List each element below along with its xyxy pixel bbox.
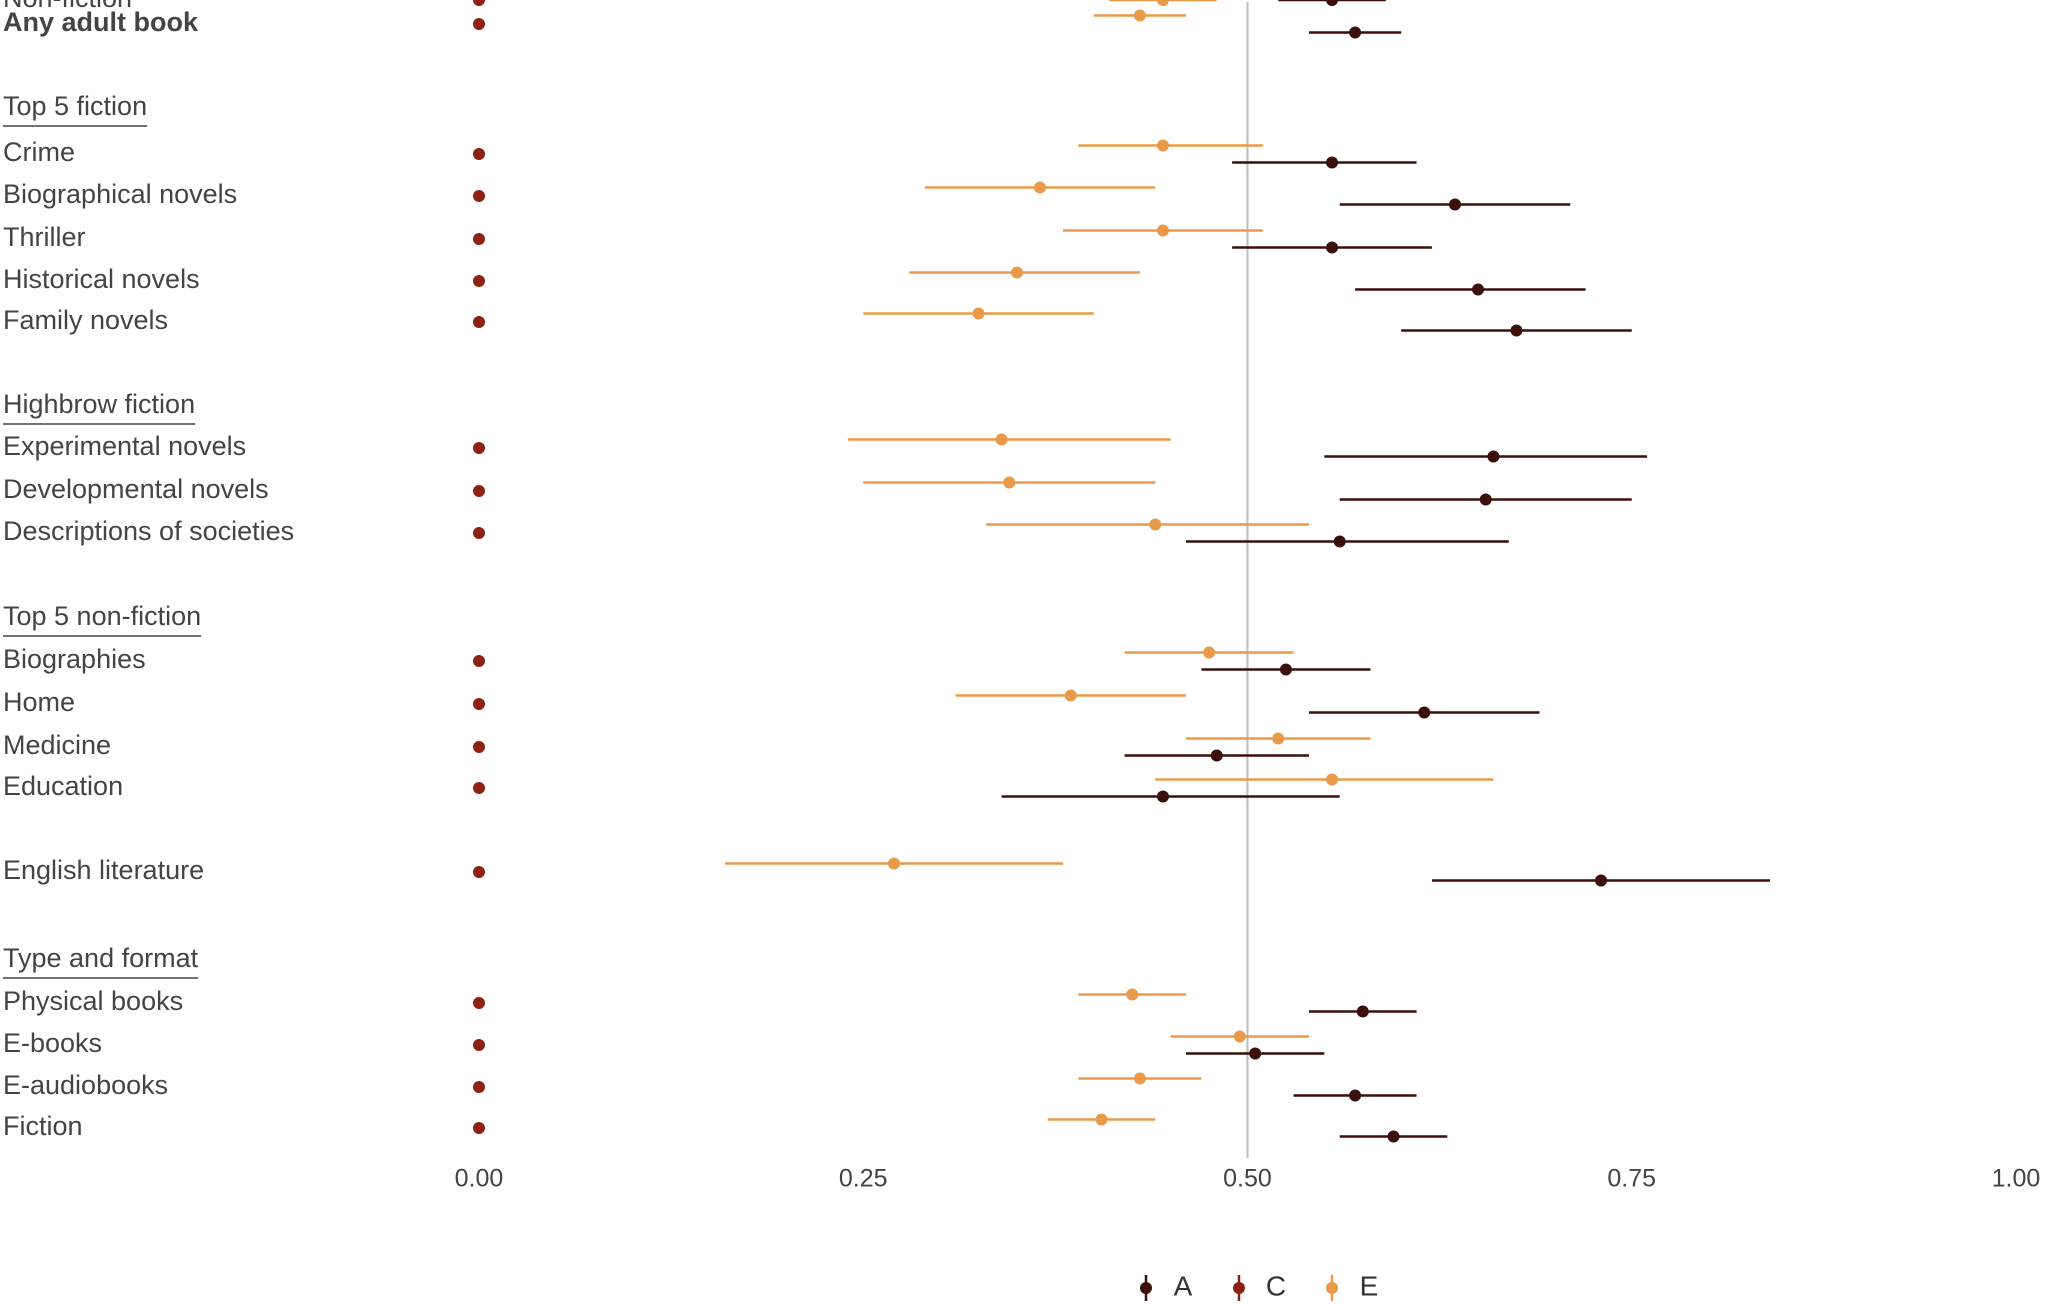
- row-label-crime: Crime: [3, 137, 75, 167]
- a-point-e-books: [1249, 1047, 1262, 1060]
- group-heading-top-5-non-fiction: Top 5 non-fiction: [3, 601, 201, 631]
- legend-key-point-e: [1326, 1282, 1338, 1294]
- row-label-family-novels: Family novels: [3, 305, 168, 335]
- row-label-fiction: Fiction: [3, 1111, 83, 1141]
- e-point-developmental-novels: [1003, 476, 1016, 489]
- row-label-any-adult-book: Any adult book: [3, 7, 199, 37]
- a-point-home: [1418, 706, 1431, 719]
- c-point-descriptions-of-societies: [473, 527, 485, 539]
- c-point-developmental-novels: [473, 485, 485, 497]
- x-tick-label-0-25: 0.25: [839, 1165, 888, 1193]
- a-point-crime: [1326, 156, 1339, 169]
- e-point-biographies: [1203, 646, 1216, 659]
- row-label-biographies: Biographies: [3, 644, 146, 674]
- e-point-medicine: [1272, 732, 1285, 745]
- e-point-thriller: [1156, 224, 1169, 237]
- a-point-e-audiobooks: [1349, 1089, 1362, 1102]
- x-axis: 0.00 0.25 0.50 0.75 1.00: [455, 1165, 2041, 1193]
- x-tick-label-0-75: 0.75: [1607, 1165, 1656, 1193]
- c-point-e-audiobooks: [473, 1081, 485, 1093]
- a-point-developmental-novels: [1479, 493, 1492, 506]
- c-point-family-novels: [473, 316, 485, 328]
- row-label-e-audiobooks: E-audiobooks: [3, 1070, 168, 1100]
- e-point-descriptions-of-societies: [1149, 518, 1162, 531]
- e-point-non-fiction: [1156, 0, 1169, 6]
- e-point-e-audiobooks: [1133, 1072, 1146, 1085]
- c-point-physical-books: [473, 997, 485, 1009]
- legend-label-c: C: [1266, 1270, 1286, 1301]
- a-point-education: [1156, 790, 1169, 803]
- e-point-any-adult-book: [1133, 9, 1146, 22]
- c-point-e-books: [473, 1039, 485, 1051]
- group-heading-highbrow-fiction: Highbrow fiction: [3, 389, 195, 419]
- row-label-historical-novels: Historical novels: [3, 264, 200, 294]
- x-tick-label-1-00: 1.00: [1992, 1165, 2041, 1193]
- c-point-fiction: [473, 1122, 485, 1134]
- a-point-english-literature: [1595, 874, 1608, 887]
- c-point-education: [473, 782, 485, 794]
- e-point-home: [1064, 689, 1077, 702]
- a-series: [1001, 0, 1771, 1143]
- c-point-thriller: [473, 233, 485, 245]
- a-point-descriptions-of-societies: [1333, 535, 1346, 548]
- row-label-non-fiction: Non-fiction: [3, 0, 132, 13]
- c-point-home: [473, 698, 485, 710]
- legend-key-point-a: [1140, 1282, 1152, 1294]
- row-label-medicine: Medicine: [3, 730, 111, 760]
- e-point-family-novels: [972, 307, 985, 320]
- a-point-non-fiction: [1326, 0, 1339, 6]
- a-point-thriller: [1326, 241, 1339, 254]
- a-point-physical-books: [1356, 1005, 1369, 1018]
- c-point-experimental-novels: [473, 442, 485, 454]
- group-heading-type-and-format: Type and format: [3, 943, 199, 973]
- row-label-descriptions-of-societies: Descriptions of societies: [3, 516, 294, 546]
- c-point-biographies: [473, 655, 485, 667]
- a-point-historical-novels: [1472, 283, 1485, 296]
- row-label-education: Education: [3, 771, 123, 801]
- a-point-any-adult-book: [1349, 26, 1362, 39]
- group-heading-top-5-fiction: Top 5 fiction: [3, 91, 147, 121]
- e-point-historical-novels: [1010, 266, 1023, 279]
- e-point-experimental-novels: [995, 433, 1008, 446]
- e-point-e-books: [1233, 1030, 1246, 1043]
- a-point-medicine: [1210, 749, 1223, 762]
- e-point-physical-books: [1126, 988, 1139, 1001]
- row-label-developmental-novels: Developmental novels: [3, 474, 269, 504]
- e-point-education: [1326, 773, 1339, 786]
- e-point-biographical-novels: [1034, 181, 1047, 194]
- e-point-fiction: [1095, 1113, 1108, 1126]
- a-point-biographies: [1279, 663, 1292, 676]
- c-point-english-literature: [473, 866, 485, 878]
- a-point-experimental-novels: [1487, 450, 1500, 463]
- row-labels: Any adult book Top 5 fiction Crime Biograph…: [3, 0, 294, 1141]
- x-tick-label-0-00: 0.00: [455, 1165, 504, 1193]
- c-point-biographical-novels: [473, 190, 485, 202]
- a-point-family-novels: [1510, 324, 1523, 337]
- row-label-experimental-novels: Experimental novels: [3, 431, 246, 461]
- row-label-physical-books: Physical books: [3, 986, 183, 1016]
- e-series: [724, 0, 1494, 1126]
- e-point-crime: [1156, 139, 1169, 152]
- c-point-historical-novels: [473, 275, 485, 287]
- legend-label-e: E: [1360, 1270, 1379, 1301]
- row-label-biographical-novels: Biographical novels: [3, 179, 237, 209]
- legend-key-point-c: [1233, 1282, 1245, 1294]
- a-point-fiction: [1387, 1130, 1400, 1143]
- row-label-home: Home: [3, 687, 75, 717]
- row-label-e-books: E-books: [3, 1028, 102, 1058]
- c-point-any-adult-book: [473, 18, 485, 30]
- c-points: [473, 0, 485, 1134]
- row-label-english-literature: English literature: [3, 855, 204, 885]
- legend-label-a: A: [1174, 1270, 1193, 1301]
- c-point-non-fiction: [473, 0, 485, 6]
- c-point-medicine: [473, 741, 485, 753]
- x-tick-label-0-50: 0.50: [1223, 1165, 1272, 1193]
- e-point-english-literature: [887, 857, 900, 870]
- a-point-biographical-novels: [1448, 198, 1461, 211]
- row-label-thriller: Thriller: [3, 222, 86, 252]
- c-point-crime: [473, 148, 485, 160]
